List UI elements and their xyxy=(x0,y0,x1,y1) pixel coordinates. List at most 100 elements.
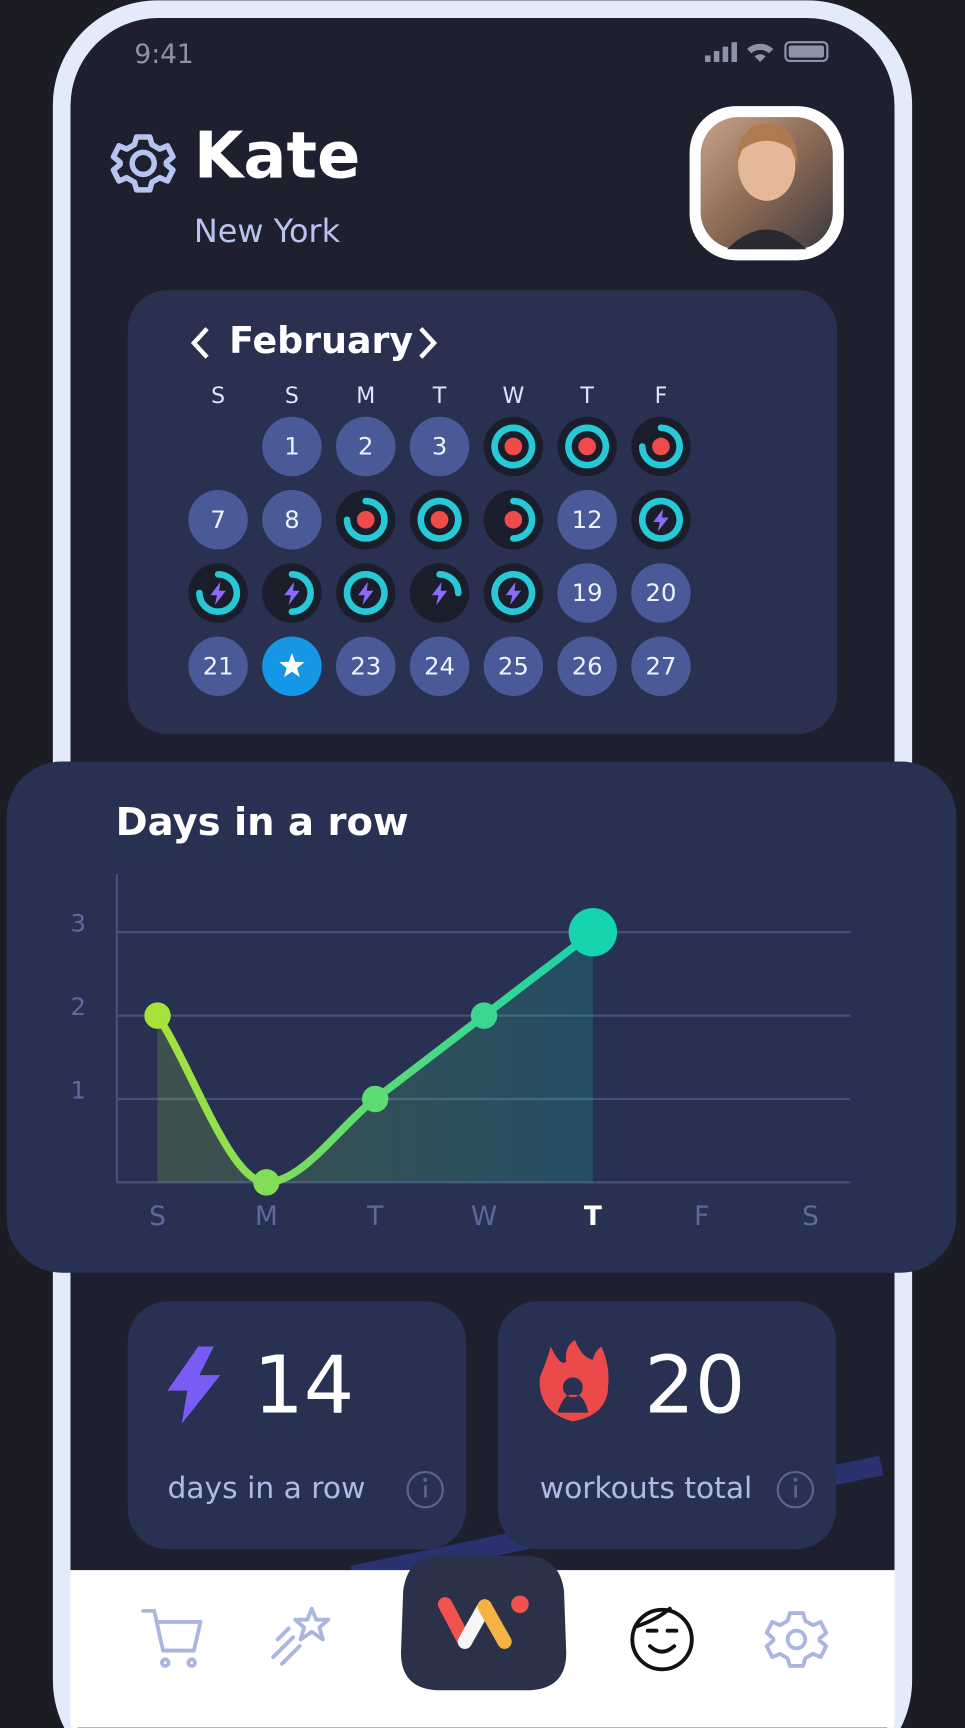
fire-icon xyxy=(539,1339,609,1422)
x-tick-label: T xyxy=(366,1201,384,1232)
area xyxy=(157,932,593,1183)
next-month[interactable] xyxy=(419,327,438,359)
stat-label: days in a row xyxy=(167,1471,365,1506)
weekday-label: T xyxy=(579,384,594,409)
day-cell xyxy=(557,636,617,697)
x-tick-label: M xyxy=(255,1201,278,1232)
profile-name: Kate xyxy=(194,120,360,194)
day-number: 25 xyxy=(498,652,529,680)
point xyxy=(253,1169,280,1196)
day-number: 2 xyxy=(358,433,373,461)
day-cell xyxy=(188,490,248,550)
day-cell xyxy=(557,490,617,550)
day-cell xyxy=(557,563,617,623)
day-cell xyxy=(631,563,691,623)
target-dot xyxy=(356,510,375,529)
day-cell xyxy=(483,636,544,697)
activity-ring xyxy=(638,497,683,542)
stat-card xyxy=(127,1301,466,1550)
stat-value: 20 xyxy=(644,1339,745,1432)
activity-ring xyxy=(288,570,314,616)
activity-ring xyxy=(491,424,536,469)
activity-ring xyxy=(565,424,610,469)
day-number: 8 xyxy=(284,506,299,534)
bolt-icon xyxy=(358,581,374,606)
weekday-label: W xyxy=(502,384,524,409)
day-cell xyxy=(631,636,691,697)
activity-ring xyxy=(343,570,388,615)
day-cell xyxy=(409,636,470,697)
profile-city: New York xyxy=(194,212,341,250)
x-tick-label: S xyxy=(149,1201,166,1232)
day-number: 23 xyxy=(350,652,381,680)
day-cell xyxy=(335,636,396,697)
status-icons xyxy=(705,41,829,63)
day-number: 26 xyxy=(572,652,603,680)
weekday-label: M xyxy=(356,384,375,409)
day-cell xyxy=(409,416,470,477)
star-icon xyxy=(279,653,305,677)
x-tick-label: S xyxy=(802,1201,819,1232)
day-number: 21 xyxy=(203,652,234,680)
activity-ring xyxy=(196,570,241,616)
bolt-icon xyxy=(505,581,522,606)
stat-label: workouts total xyxy=(540,1471,753,1506)
calendar-month: February xyxy=(229,319,413,362)
weekday-label: S xyxy=(211,384,225,409)
day-cell xyxy=(188,636,248,697)
info-icon[interactable] xyxy=(406,1470,444,1509)
point xyxy=(470,1002,498,1029)
day-number: 12 xyxy=(572,506,603,534)
day-cell xyxy=(262,490,322,550)
point xyxy=(361,1085,389,1113)
y-tick-label: 3 xyxy=(71,910,86,938)
x-tick-label: F xyxy=(694,1201,709,1232)
info-icon[interactable] xyxy=(776,1470,815,1509)
bolt-icon xyxy=(167,1346,221,1424)
target-dot xyxy=(652,437,670,456)
chart-title: Days in a row xyxy=(116,800,409,845)
calendar-card xyxy=(127,290,838,735)
profile-icon[interactable] xyxy=(630,1606,694,1672)
target-dot xyxy=(504,437,523,456)
target-dot xyxy=(504,510,523,529)
day-number: 19 xyxy=(572,579,603,607)
activity-ring xyxy=(417,497,462,542)
bolt-icon xyxy=(284,581,300,606)
activity-ring xyxy=(491,570,536,615)
stat-value: 14 xyxy=(253,1339,354,1432)
x-tick-label: W xyxy=(471,1201,497,1232)
avatar[interactable] xyxy=(689,106,844,261)
shop-icon[interactable] xyxy=(141,1608,203,1668)
day-number: 3 xyxy=(432,433,447,461)
prev-month[interactable] xyxy=(190,327,209,359)
weekday-label: T xyxy=(432,384,447,409)
x-tick-label: T xyxy=(584,1201,602,1232)
status-time: 9:41 xyxy=(134,39,193,70)
target-dot xyxy=(578,437,596,456)
achievements-icon[interactable] xyxy=(271,1606,331,1666)
y-tick-label: 2 xyxy=(71,993,86,1021)
y-tick-label: 1 xyxy=(71,1076,86,1104)
activity-ring xyxy=(343,497,388,542)
activity-ring xyxy=(510,497,536,542)
bolt-icon xyxy=(210,581,226,606)
settings-icon[interactable] xyxy=(110,134,176,193)
day-number: 24 xyxy=(424,652,455,680)
app-logo xyxy=(437,1595,529,1649)
day-cell xyxy=(262,416,322,477)
day-number: 20 xyxy=(646,579,677,607)
day-cell xyxy=(335,416,396,477)
settings-tab-icon[interactable] xyxy=(764,1611,829,1668)
weekday-label: F xyxy=(655,384,668,409)
activity-ring xyxy=(436,570,462,597)
day-number: 27 xyxy=(646,652,677,680)
weekday-label: S xyxy=(285,384,299,409)
point xyxy=(144,1002,171,1029)
bolt-icon xyxy=(653,508,669,532)
point xyxy=(568,908,618,957)
day-number: 1 xyxy=(284,433,299,461)
activity-ring xyxy=(638,424,683,469)
